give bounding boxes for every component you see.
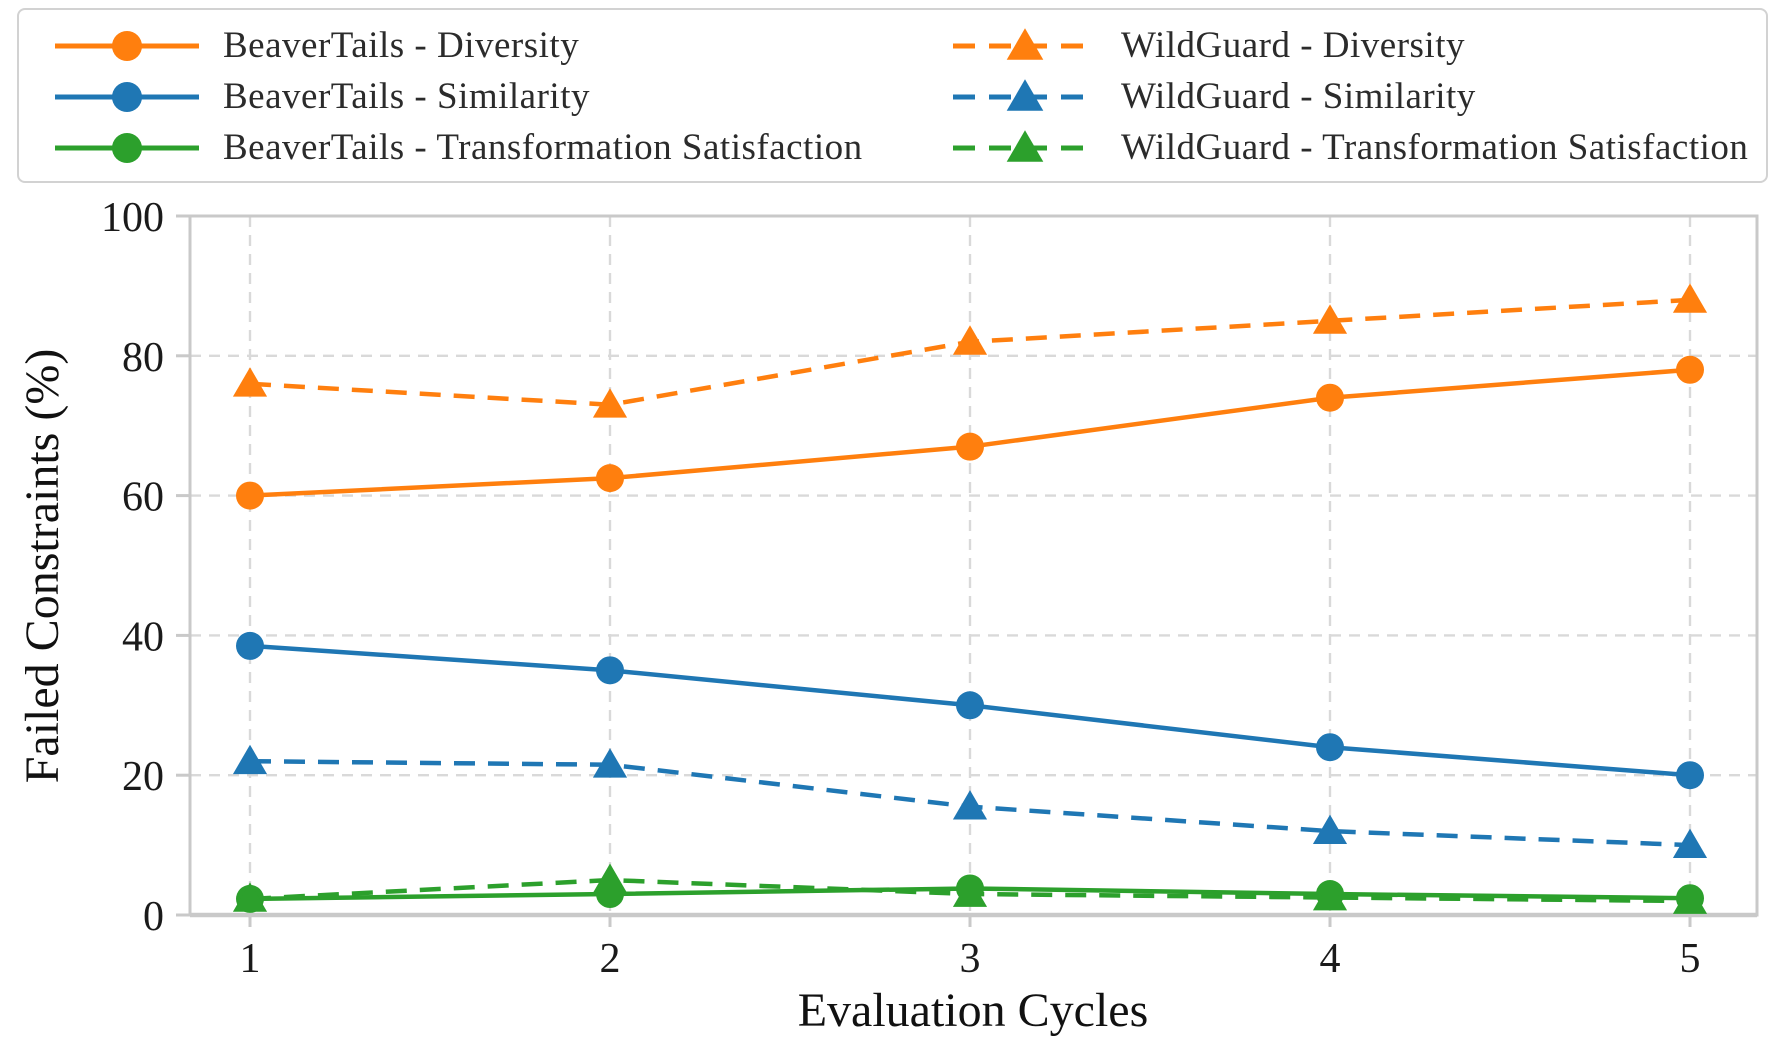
- x-tick-label: 2: [600, 936, 621, 982]
- series-beavertails-diversity: [236, 355, 1704, 510]
- legend-sample-marker: [112, 132, 142, 163]
- legend-item-wildguard-diversity: WildGuard - Diversity: [931, 24, 1766, 68]
- legend-label: WildGuard - Diversity: [1121, 25, 1465, 66]
- tick-layer: 0 20 40 60 80 100 1 2 3 4 5: [101, 195, 1701, 982]
- legend-marker-dashed-triangle-blue-icon: [953, 78, 1097, 111]
- y-axis-title: Failed Constraints (%): [16, 349, 69, 784]
- data-point: [1312, 881, 1348, 911]
- series-layer: [232, 283, 1708, 914]
- legend-item-beavertails-diversity: BeaverTails - Diversity: [19, 24, 931, 68]
- data-point: [1672, 283, 1708, 313]
- data-point: [952, 877, 988, 907]
- x-tick-label: 5: [1680, 936, 1701, 982]
- series-beavertails-similarity: [236, 631, 1704, 790]
- legend: BeaverTails - Diversity WildGuard - Dive…: [17, 8, 1768, 183]
- legend-marker-dashed-triangle-orange-icon: [953, 27, 1097, 60]
- legend-marker-solid-circle-orange-icon: [55, 30, 199, 61]
- legend-item-beavertails-similarity: BeaverTails - Similarity: [19, 75, 931, 119]
- legend-sample-marker: [1006, 78, 1044, 111]
- axes-spines: [188, 214, 1759, 918]
- data-point: [1316, 733, 1344, 762]
- data-point: [592, 388, 628, 418]
- x-tick-label: 3: [960, 936, 981, 982]
- data-point: [1312, 814, 1348, 844]
- y-tick-label: 40: [122, 614, 164, 660]
- legend-sample-marker: [112, 81, 142, 112]
- legend-marker-dashed-triangle-green-icon: [953, 129, 1097, 162]
- data-point: [596, 464, 624, 493]
- x-tick-label: 4: [1320, 936, 1341, 982]
- data-point: [236, 481, 264, 510]
- data-point: [1672, 884, 1708, 914]
- series-wildguard-diversity: [232, 283, 1708, 418]
- legend-label: BeaverTails - Diversity: [223, 25, 580, 66]
- data-point: [956, 432, 984, 461]
- legend-sample-marker: [1006, 27, 1044, 60]
- data-point: [596, 656, 624, 685]
- data-point: [1672, 828, 1708, 858]
- y-tick-label: 20: [122, 754, 164, 800]
- x-axis-title: Evaluation Cycles: [798, 984, 1149, 1037]
- legend-label: BeaverTails - Similarity: [223, 76, 590, 117]
- data-point: [952, 790, 988, 820]
- legend-label: WildGuard - Similarity: [1121, 76, 1476, 117]
- legend-sample-marker: [1006, 129, 1044, 162]
- data-point: [232, 882, 268, 912]
- legend-item-beavertails-transformation: BeaverTails - Transformation Satisfactio…: [19, 126, 931, 170]
- legend-grid: BeaverTails - Diversity WildGuard - Dive…: [19, 20, 1766, 173]
- legend-item-wildguard-similarity: WildGuard - Similarity: [931, 75, 1766, 119]
- data-point: [236, 631, 264, 660]
- series-wildguard-transformation-satisfaction: [232, 863, 1708, 914]
- legend-label: BeaverTails - Transformation Satisfactio…: [223, 127, 863, 168]
- data-point: [1312, 304, 1348, 334]
- x-tick-label: 1: [240, 936, 261, 982]
- data-point: [1676, 761, 1704, 790]
- data-point: [232, 367, 268, 397]
- data-point: [1316, 383, 1344, 412]
- series-wildguard-similarity: [232, 744, 1708, 858]
- legend-marker-solid-circle-blue-icon: [55, 81, 199, 112]
- data-point: [592, 748, 628, 778]
- y-tick-label: 80: [122, 335, 164, 381]
- legend-label: WildGuard - Transformation Satisfaction: [1121, 127, 1749, 168]
- data-point: [232, 744, 268, 775]
- data-point: [592, 863, 628, 893]
- y-tick-label: 60: [122, 475, 164, 521]
- legend-marker-solid-circle-green-icon: [55, 132, 199, 163]
- legend-sample-marker: [112, 30, 142, 61]
- data-point: [956, 691, 984, 720]
- data-point: [1676, 355, 1704, 384]
- legend-item-wildguard-transformation: WildGuard - Transformation Satisfaction: [931, 126, 1766, 170]
- data-point: [952, 325, 988, 355]
- y-tick-label: 0: [143, 894, 164, 940]
- y-tick-label: 100: [101, 195, 164, 241]
